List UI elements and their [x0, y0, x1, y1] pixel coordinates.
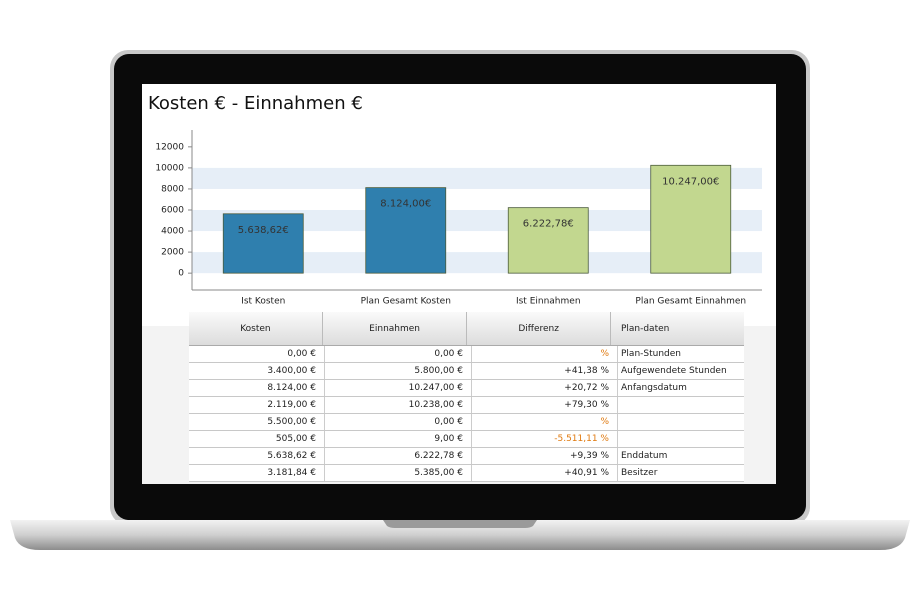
table-row: 2.119,00 €10.238,00 € +79,30 % [189, 397, 744, 414]
table-row: 8.124,00 €10.247,00 € +20,72 % Anfangsdatu… [189, 380, 744, 397]
table-cell: 5.800,00 € [325, 363, 472, 379]
x-tick-label: Ist Einnahmen [516, 297, 581, 307]
value-label: 5.638,62€ [238, 225, 289, 236]
table-cell: % [472, 346, 618, 362]
table-cell: Aufgewendete Stunden [621, 366, 727, 376]
table-cell [618, 397, 744, 413]
table-cell: Anfangsdatum [621, 383, 687, 393]
table-cell: 6.222,78 € [325, 448, 472, 464]
y-tick-label: 0 [178, 269, 184, 279]
value-label: 10.247,00€ [662, 176, 719, 187]
header-cell: Einnahmen [323, 312, 468, 345]
y-tick-label: 6000 [161, 206, 184, 216]
y-tick-label: 2000 [161, 248, 184, 258]
table-cell: 5.500,00 € [189, 414, 325, 430]
chart-title: Kosten € - Einnahmen € [148, 93, 363, 114]
table-cell: Besitzer [621, 468, 658, 478]
table-cell: Plan-Stunden [621, 349, 681, 359]
table-row: 5.638,62 €6.222,78 € +9,39 % Enddatum [189, 448, 744, 465]
table-cell: 5.638,62 € [189, 448, 325, 464]
header-cell: Plan-daten [620, 323, 670, 334]
table-cell: +41,38 % [472, 363, 618, 379]
x-tick-label: Plan Gesamt Kosten [361, 297, 451, 307]
table-cell: 10.247,00 € [325, 380, 472, 396]
table-cell: 0,00 € [325, 414, 472, 430]
table-cell: 3.400,00 € [189, 363, 325, 379]
table-cell: +20,72 % [472, 380, 618, 396]
value-label: 6.222,78€ [523, 219, 574, 230]
table-cell: 3.181,84 € [189, 465, 325, 481]
table-cell: 0,00 € [189, 346, 325, 362]
y-tick-label: 8000 [161, 184, 184, 194]
table-cell: 8.124,00 € [189, 380, 325, 396]
bar [650, 164, 732, 274]
x-tick-label: Ist Kosten [241, 297, 285, 307]
y-tick-label: 10000 [155, 163, 184, 173]
table-cell: 505,00 € [189, 431, 325, 447]
table-cell: 5.385,00 € [325, 465, 472, 481]
data-table: Kosten Einnahmen Differenz Plan-daten 0,00 €… [189, 312, 744, 482]
table-cell: Enddatum [621, 451, 668, 461]
x-tick-label: Plan Gesamt Einnahmen [635, 297, 746, 307]
grid-band [192, 210, 762, 232]
header-cell: Differenz [467, 312, 611, 345]
table-cell: -5.511,11 % [472, 431, 618, 447]
table-row: 5.500,00 €0,00 €% [189, 414, 744, 431]
table-cell: 0,00 € [325, 346, 472, 362]
table-cell: 9,00 € [325, 431, 472, 447]
value-label: 8.124,00€ [380, 199, 431, 210]
table-cell: 2.119,00 € [189, 397, 325, 413]
table-row: 0,00 €0,00 €% Plan-Stunden [189, 346, 744, 363]
bar [222, 213, 304, 274]
y-tick-label: 12000 [155, 142, 184, 152]
table-cell: +79,30 % [472, 397, 618, 413]
header-row: Kosten Einnahmen Differenz Plan-daten [189, 312, 744, 346]
bar [365, 187, 447, 274]
table-cell [618, 414, 744, 430]
header-cell: Kosten [189, 312, 323, 345]
bar [507, 207, 589, 274]
table-cell: +40,91 % [472, 465, 618, 481]
table-cell: % [472, 414, 618, 430]
table-row: 505,00 €9,00 € -5.511,11 % [189, 431, 744, 448]
laptop-base [10, 520, 910, 550]
grid-band [192, 167, 762, 189]
table-cell: +9,39 % [472, 448, 618, 464]
grid-band [192, 252, 762, 274]
table-cell: 10.238,00 € [325, 397, 472, 413]
table-cell [618, 431, 744, 447]
table-row: 3.181,84 €5.385,00 € +40,91 % Besitzer [189, 465, 744, 482]
notch [383, 520, 537, 528]
y-tick-label: 4000 [161, 227, 184, 237]
table-row: 3.400,00 €5.800,00 € +41,38 % Aufgewendete… [189, 363, 744, 380]
